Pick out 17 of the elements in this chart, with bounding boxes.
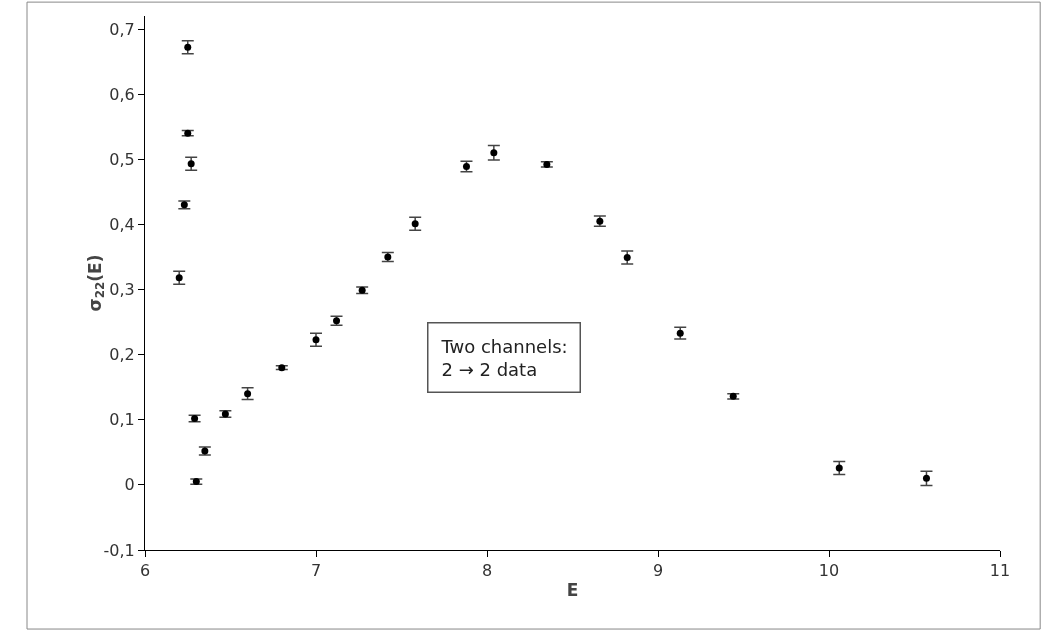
x-tick-label: 7 — [310, 561, 322, 581]
y-tick-label: 0,2 — [109, 345, 135, 365]
y-tick-label: 0,1 — [109, 410, 135, 430]
x-tick-label: 8 — [481, 561, 493, 581]
y-tick-label: 0,6 — [109, 84, 135, 104]
y-tick-label: 0 — [124, 475, 135, 495]
y-tick-label: 0,7 — [109, 19, 135, 39]
y-tick-label: -0,1 — [103, 540, 135, 560]
y-tick-label: 0,5 — [109, 149, 135, 169]
x-tick-label: 11 — [989, 561, 1011, 581]
x-axis-title: E — [566, 579, 579, 600]
annotation: Two channels: 2 → 2 data — [440, 335, 568, 380]
x-tick-label: 6 — [139, 561, 151, 581]
y-tick-label: 0,4 — [109, 214, 135, 234]
y-tick-label: 0,3 — [109, 280, 135, 300]
x-tick-label: 10 — [818, 561, 840, 581]
x-tick-label: 9 — [652, 561, 664, 581]
